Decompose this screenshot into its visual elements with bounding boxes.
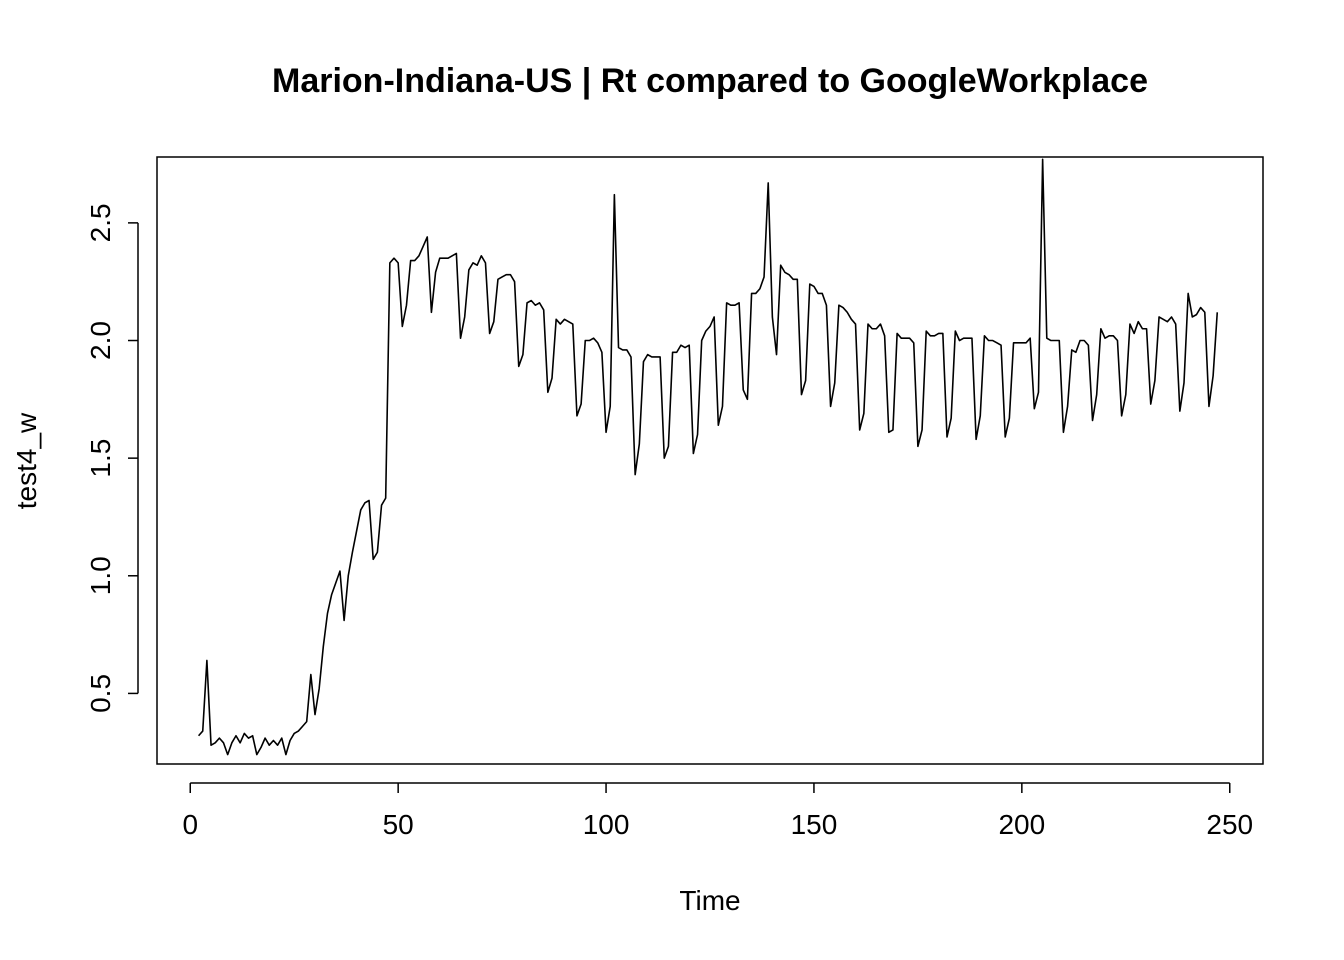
x-tick-label: 100	[583, 809, 630, 840]
y-tick-label: 0.5	[85, 674, 116, 713]
y-tick-label: 2.0	[85, 321, 116, 360]
x-tick-label: 200	[998, 809, 1045, 840]
series-line	[197, 158, 1219, 756]
x-tick-label: 250	[1206, 809, 1253, 840]
y-tick-label: 2.5	[85, 203, 116, 242]
x-tick-label: 0	[182, 809, 198, 840]
y-tick-label: 1.5	[85, 439, 116, 478]
chart-title: Marion-Indiana-US | Rt compared to Googl…	[272, 62, 1148, 100]
y-axis-label: test4_w	[11, 412, 42, 509]
x-tick-label: 150	[791, 809, 838, 840]
x-axis-label: Time	[679, 885, 740, 916]
x-axis: 0 50 100 150 200 250	[182, 782, 1253, 840]
plot-frame	[156, 156, 1264, 765]
x-tick-label: 50	[383, 809, 414, 840]
y-tick-label: 1.0	[85, 556, 116, 595]
y-axis: 0.5 1.0 1.5 2.0 2.5	[85, 203, 139, 713]
